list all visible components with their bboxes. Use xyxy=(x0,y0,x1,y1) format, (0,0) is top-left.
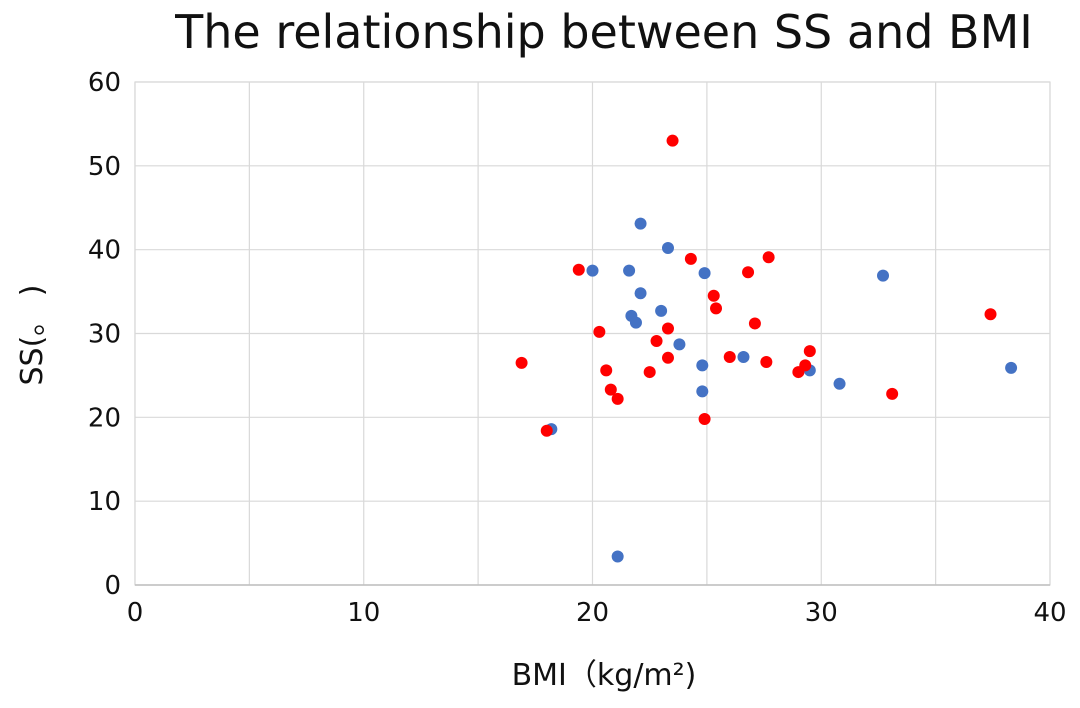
data-point xyxy=(710,302,723,315)
data-point xyxy=(877,269,890,282)
x-tick-label: 0 xyxy=(127,598,144,628)
y-axis-label: SS(。 ) xyxy=(15,284,50,385)
data-point xyxy=(593,325,606,338)
y-tick-label: 50 xyxy=(88,152,121,182)
data-point xyxy=(650,335,663,348)
x-tick-label: 30 xyxy=(805,598,838,628)
data-point xyxy=(737,350,750,363)
chart-title: The relationship between SS and BMI xyxy=(174,5,1033,59)
data-point xyxy=(673,338,686,351)
y-tick-label: 0 xyxy=(104,571,121,601)
data-point xyxy=(623,264,636,277)
x-tick-label: 20 xyxy=(576,598,609,628)
data-point xyxy=(515,356,528,369)
data-point xyxy=(661,351,674,364)
data-point xyxy=(611,392,624,405)
data-point xyxy=(886,387,899,400)
data-point xyxy=(586,264,599,277)
data-point xyxy=(634,287,647,300)
grid xyxy=(134,81,1051,586)
data-point xyxy=(600,364,613,377)
x-tick-label: 10 xyxy=(347,598,380,628)
data-point xyxy=(655,304,668,317)
data-point xyxy=(984,308,997,321)
y-tick-label: 20 xyxy=(88,403,121,433)
data-point xyxy=(748,317,761,330)
data-point xyxy=(634,217,647,230)
data-point xyxy=(666,134,679,147)
data-point xyxy=(684,252,697,265)
data-point xyxy=(572,263,585,276)
y-tick-label: 40 xyxy=(88,236,121,266)
data-point xyxy=(760,356,773,369)
data-point xyxy=(540,424,553,437)
data-point xyxy=(698,413,711,426)
data-point xyxy=(742,266,755,279)
x-axis-label: BMI（kg/m²) xyxy=(512,658,697,693)
data-point xyxy=(696,385,709,398)
data-point xyxy=(1005,361,1018,374)
data-point xyxy=(611,550,624,563)
data-point xyxy=(661,241,674,254)
data-point xyxy=(629,316,642,329)
data-point xyxy=(799,359,812,372)
data-point xyxy=(707,289,720,302)
y-tick-label: 10 xyxy=(88,487,121,517)
data-point xyxy=(803,345,816,358)
data-point xyxy=(604,383,617,396)
data-point xyxy=(833,377,846,390)
data-point xyxy=(661,322,674,335)
y-tick-label: 30 xyxy=(88,320,121,350)
data-point xyxy=(762,251,775,264)
tick-labels: 0 10 20 30 40 0 10 20 30 40 50 60 xyxy=(88,68,1067,628)
x-tick-label: 40 xyxy=(1033,598,1066,628)
data-point xyxy=(723,350,736,363)
data-point xyxy=(643,366,656,379)
data-point xyxy=(696,359,709,372)
y-tick-label: 60 xyxy=(88,68,121,98)
data-point xyxy=(698,267,711,280)
data-points xyxy=(515,134,1018,563)
